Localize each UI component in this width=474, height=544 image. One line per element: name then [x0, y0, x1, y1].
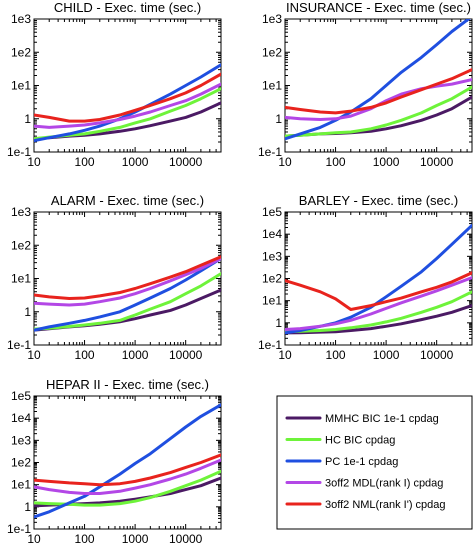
x-tick-label: 10000 — [169, 155, 203, 169]
x-tick-label: 1000 — [122, 532, 149, 544]
legend-label: 3off2 MDL(rank I) cpdag — [325, 478, 443, 490]
legend-label: MMHC BIC 1e-1 cpdag — [325, 413, 439, 425]
y-tick-label: 1 — [24, 112, 31, 126]
series-line — [285, 304, 472, 335]
y-tick-label: 1e-1 — [258, 338, 282, 352]
x-tick-label: 10000 — [169, 532, 203, 544]
plot-frame — [33, 18, 222, 153]
series-line — [34, 453, 221, 487]
chart-title: BARLEY - Exec. time (sec.) — [299, 193, 458, 208]
series-line — [285, 271, 472, 311]
y-tick-label: 1 — [275, 316, 282, 330]
y-tick-label: 1e3 — [262, 12, 282, 26]
series-line — [34, 255, 221, 300]
series-line — [34, 272, 221, 331]
plot-frame — [284, 211, 473, 346]
y-tick-label: 1e2 — [11, 238, 31, 252]
x-tick-label: 10 — [27, 155, 41, 169]
series-line — [34, 82, 221, 129]
x-tick-label: 100 — [326, 348, 346, 362]
legend-label: 3off2 NML(rank I') cpdag — [325, 499, 446, 511]
y-tick-label: 1e4 — [262, 227, 282, 241]
y-tick-label: 1e1 — [11, 478, 31, 492]
y-tick-label: 1e3 — [11, 12, 31, 26]
x-tick-label: 100 — [75, 155, 95, 169]
y-tick-label: 1e5 — [262, 205, 282, 219]
chart-panel: CHILD - Exec. time (sec.) 10 100 1000 10000 1… — [7, 0, 222, 169]
y-tick-label: 1e2 — [11, 45, 31, 59]
x-tick-label: 10 — [278, 155, 292, 169]
y-tick-label: 1e-1 — [7, 145, 31, 159]
y-tick-label: 1e1 — [11, 79, 31, 93]
series-line — [285, 290, 472, 334]
y-tick-label: 1e2 — [11, 456, 31, 470]
y-tick-label: 1e3 — [262, 249, 282, 263]
x-tick-label: 100 — [326, 155, 346, 169]
y-tick-label: 1e-1 — [7, 522, 31, 536]
y-tick-label: 1 — [24, 305, 31, 319]
x-tick-label: 10000 — [420, 348, 454, 362]
chart-panels: CHILD - Exec. time (sec.) 10 100 1000 10000 1… — [7, 0, 473, 544]
x-tick-label: 10 — [278, 348, 292, 362]
chart-title: CHILD - Exec. time (sec.) — [54, 0, 201, 15]
y-tick-label: 1e1 — [11, 272, 31, 286]
chart-title: ALARM - Exec. time (sec.) — [51, 193, 204, 208]
chart-title: INSURANCE - Exec. time (sec.) — [286, 0, 471, 15]
y-tick-label: 1e4 — [11, 411, 31, 425]
legend-label: PC 1e-1 cpdag — [325, 456, 398, 468]
x-tick-label: 1000 — [373, 348, 400, 362]
x-tick-label: 10000 — [420, 155, 454, 169]
series-line — [285, 68, 472, 115]
series-group — [34, 403, 221, 519]
y-tick-label: 1e2 — [262, 272, 282, 286]
x-tick-label: 10000 — [169, 348, 203, 362]
chart-panel: INSURANCE - Exec. time (sec.) 10 100 1000 10… — [258, 0, 473, 169]
series-line — [285, 223, 472, 335]
x-tick-label: 1000 — [122, 155, 149, 169]
x-tick-label: 100 — [75, 532, 95, 544]
series-line — [285, 85, 472, 138]
y-tick-label: 1e3 — [11, 205, 31, 219]
y-tick-label: 1e-1 — [258, 145, 282, 159]
y-tick-label: 1e-1 — [7, 338, 31, 352]
series-line — [34, 63, 221, 143]
series-group — [285, 19, 472, 141]
legend-label: HC BIC cpdag — [325, 435, 395, 447]
series-line — [34, 458, 221, 495]
chart-panel: ALARM - Exec. time (sec.) 10 100 1000 10000 1… — [7, 193, 222, 362]
x-tick-label: 1000 — [373, 155, 400, 169]
x-tick-label: 10 — [27, 348, 41, 362]
chart-title: HEPAR II - Exec. time (sec.) — [46, 377, 209, 392]
y-tick-label: 1 — [275, 112, 282, 126]
series-group — [285, 223, 472, 335]
legend: MMHC BIC 1e-1 cpdag HC BIC cpdag PC 1e-1 c… — [276, 395, 473, 530]
y-tick-label: 1e3 — [11, 433, 31, 447]
plot-frame — [33, 395, 222, 530]
y-tick-label: 1 — [24, 500, 31, 514]
y-tick-label: 1e2 — [262, 45, 282, 59]
series-line — [34, 72, 221, 123]
x-tick-label: 1000 — [122, 348, 149, 362]
series-line — [285, 19, 472, 141]
series-line — [34, 257, 221, 307]
series-line — [34, 257, 221, 332]
y-tick-label: 1e5 — [11, 389, 31, 403]
y-tick-label: 1e1 — [262, 79, 282, 93]
series-group — [34, 63, 221, 143]
chart-panel: BARLEY - Exec. time (sec.) 10 100 1000 10000… — [258, 193, 473, 362]
series-line — [34, 403, 221, 519]
chart-panel: HEPAR II - Exec. time (sec.) 10 100 1000 100… — [7, 377, 222, 544]
x-tick-label: 100 — [75, 348, 95, 362]
y-tick-label: 1e1 — [262, 294, 282, 308]
series-line — [285, 276, 472, 331]
series-group — [34, 255, 221, 332]
x-tick-label: 10 — [27, 532, 41, 544]
